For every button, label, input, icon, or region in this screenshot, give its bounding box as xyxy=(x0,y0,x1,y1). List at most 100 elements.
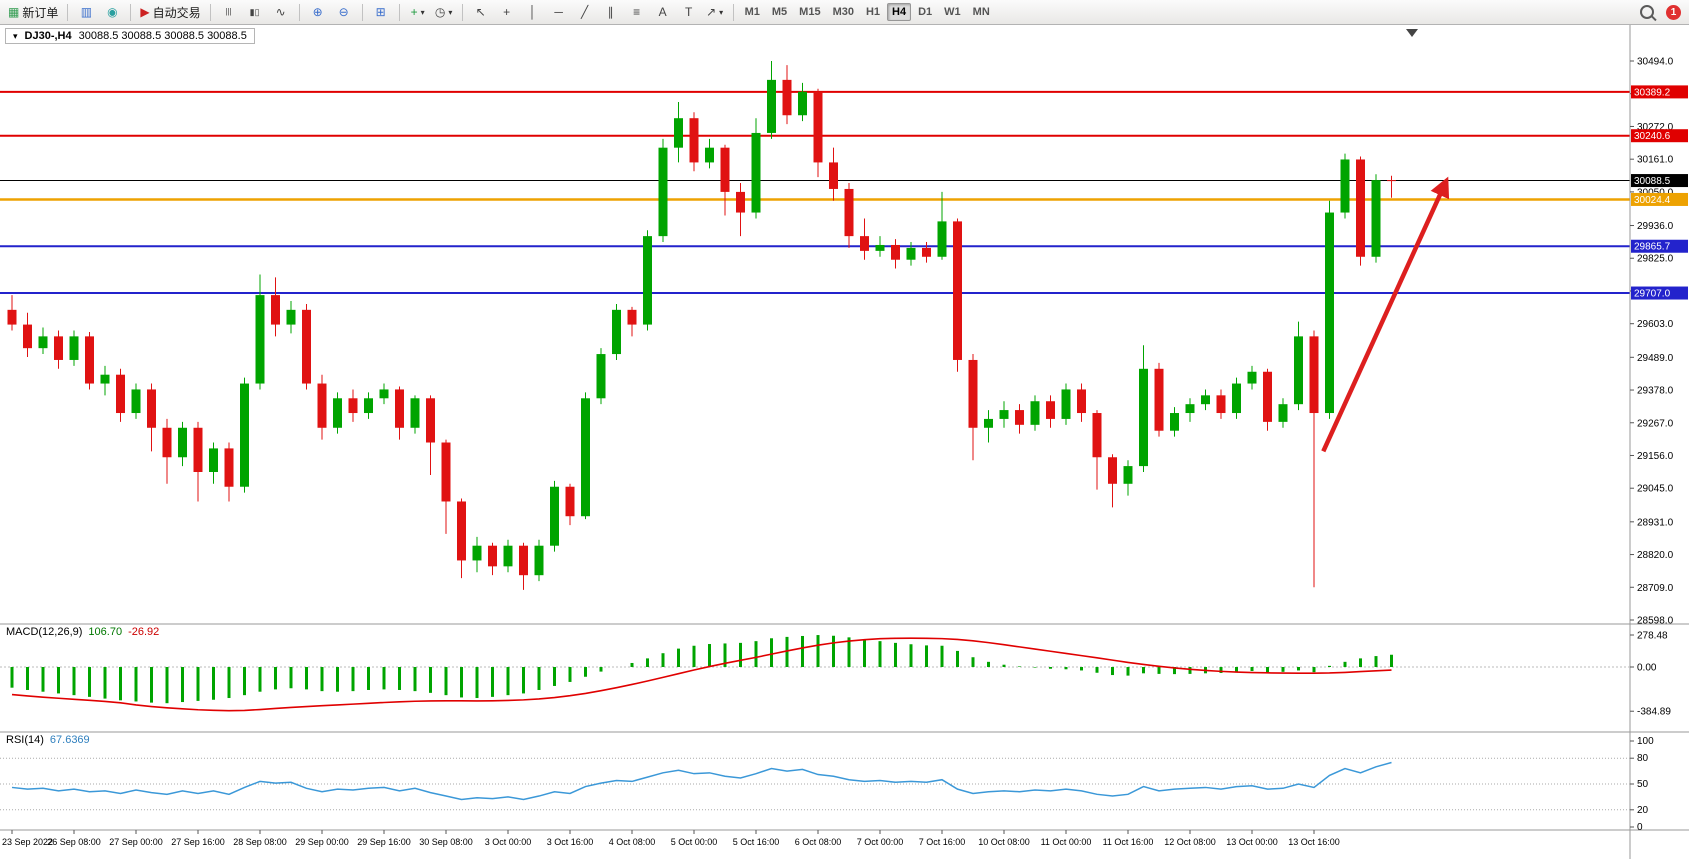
svg-text:5 Oct 16:00: 5 Oct 16:00 xyxy=(733,837,780,847)
indicators-button[interactable]: + ▾ xyxy=(406,2,430,22)
timeframe-button-h1[interactable]: H1 xyxy=(865,6,881,18)
toolbar-separator xyxy=(209,3,211,21)
svg-text:26 Sep 08:00: 26 Sep 08:00 xyxy=(47,837,101,847)
zoom-in-icon: ⊕ xyxy=(312,5,323,19)
svg-text:6 Oct 08:00: 6 Oct 08:00 xyxy=(795,837,842,847)
timeframe-button-m30[interactable]: M30 xyxy=(832,6,854,18)
svg-text:29489.0: 29489.0 xyxy=(1637,353,1674,364)
clock-icon: ◷ xyxy=(434,5,446,19)
text-tool-icon: A xyxy=(658,5,667,19)
svg-text:29825.0: 29825.0 xyxy=(1637,254,1674,265)
dropdown-caret-icon: ▾ xyxy=(719,7,724,17)
chart-title: ▾ DJ30-,H4 30088.5 30088.5 30088.5 30088… xyxy=(5,28,255,44)
trendline-button[interactable]: ╱ xyxy=(573,2,597,22)
channel-button[interactable]: ∥ xyxy=(599,2,623,22)
cursor-button[interactable]: ↖ xyxy=(469,2,493,22)
svg-text:100: 100 xyxy=(1637,736,1654,747)
toolbar-separator xyxy=(461,3,463,21)
svg-text:30050.0: 30050.0 xyxy=(1637,187,1674,198)
svg-text:29156.0: 29156.0 xyxy=(1637,451,1674,462)
indicators-icon: + xyxy=(410,5,418,19)
macd-main-value: 106.70 xyxy=(88,626,123,638)
svg-text:3 Oct 16:00: 3 Oct 16:00 xyxy=(547,837,594,847)
trend-arrow[interactable] xyxy=(1321,176,1450,453)
rsi-name: RSI(14) xyxy=(6,734,44,746)
label-tool-button[interactable]: T xyxy=(677,2,701,22)
fibonacci-button[interactable]: ≡ xyxy=(625,2,649,22)
horizontal-line-button[interactable]: ─ xyxy=(547,2,571,22)
svg-text:30024.4: 30024.4 xyxy=(1634,195,1671,206)
chart-window-icon: ▥ xyxy=(80,5,93,19)
svg-text:29936.0: 29936.0 xyxy=(1637,221,1674,232)
tile-windows-button[interactable]: ⊞ xyxy=(369,2,393,22)
svg-text:28709.0: 28709.0 xyxy=(1637,583,1674,594)
chart-shift-marker[interactable] xyxy=(1406,29,1418,37)
crosshair-button[interactable]: + xyxy=(495,2,519,22)
chart-dropdown-icon[interactable]: ▾ xyxy=(13,30,18,41)
svg-text:28820.0: 28820.0 xyxy=(1637,550,1674,561)
zoom-out-button[interactable]: ⊖ xyxy=(332,2,356,22)
timeframe-button-mn[interactable]: MN xyxy=(972,6,990,18)
svg-text:29267.0: 29267.0 xyxy=(1637,418,1674,429)
chart-ohlc: 30088.5 30088.5 30088.5 30088.5 xyxy=(78,30,247,42)
vertical-line-button[interactable]: │ xyxy=(521,2,545,22)
svg-text:27 Sep 16:00: 27 Sep 16:00 xyxy=(171,837,225,847)
crosshair-icon: + xyxy=(503,5,511,19)
periods-button[interactable]: ◷ ▾ xyxy=(432,2,456,22)
panel-separators xyxy=(0,25,1689,859)
new-order-button-label: 新订单 xyxy=(22,5,59,20)
search-icon[interactable] xyxy=(1640,5,1654,19)
timeframe-button-m1[interactable]: M1 xyxy=(744,6,760,18)
timeframe-button-w1[interactable]: W1 xyxy=(944,6,961,18)
fibonacci-icon: ≡ xyxy=(633,5,641,19)
toolbar-separator xyxy=(361,3,363,21)
svg-text:29 Sep 00:00: 29 Sep 00:00 xyxy=(295,837,349,847)
text-tool-button[interactable]: A xyxy=(651,2,675,22)
notification-badge[interactable]: 1 xyxy=(1666,4,1681,20)
svg-text:0.00: 0.00 xyxy=(1637,663,1657,674)
svg-text:30088.5: 30088.5 xyxy=(1634,176,1671,187)
svg-text:27 Sep 00:00: 27 Sep 00:00 xyxy=(109,837,163,847)
autotrading-button[interactable]: ▶ 自动交易 xyxy=(137,2,203,22)
svg-text:29045.0: 29045.0 xyxy=(1637,484,1674,495)
toolbar-separator xyxy=(130,3,132,21)
svg-text:0: 0 xyxy=(1637,822,1643,833)
new-order-icon: ▦ xyxy=(8,5,20,19)
rsi-indicator-label: RSI(14) 67.6369 xyxy=(6,734,90,746)
toolbar-right: 1 xyxy=(1640,0,1681,24)
toolbar-groups: ▦ 新订单 ▥ ◉ ▶ 自动交易 ||| ▮▯ ∿ ⊕ ⊖ ⊞ + ▾ ◷ ▾ ↖ + │ ─ ╱ ∥ ≡ A T ↗ ▾ M1 M5 M… xyxy=(4,2,996,22)
bars-chart-icon: ||| xyxy=(225,7,232,16)
vertical-line-icon: │ xyxy=(528,5,537,19)
timeframe-button-h4[interactable]: H4 xyxy=(887,3,912,21)
candlestick-chart-icon: ▮▯ xyxy=(249,6,260,17)
svg-text:28 Sep 08:00: 28 Sep 08:00 xyxy=(233,837,287,847)
chart-window-button[interactable]: ▥ xyxy=(74,2,98,22)
candles-series xyxy=(7,61,1396,590)
timeframe-button-m5[interactable]: M5 xyxy=(771,6,788,18)
new-order-button[interactable]: ▦ 新订单 xyxy=(5,2,61,22)
arrows-tool-icon: ↗ xyxy=(706,5,717,19)
candlestick-chart-button[interactable]: ▮▯ xyxy=(243,2,267,22)
dropdown-caret-icon: ▾ xyxy=(448,7,453,17)
toolbar-separator xyxy=(67,3,69,21)
svg-text:30494.0: 30494.0 xyxy=(1637,57,1674,68)
timeframe-button-d1[interactable]: D1 xyxy=(918,6,933,18)
bars-chart-button[interactable]: ||| xyxy=(217,2,241,22)
chart-canvas[interactable]: 30494.030383.030272.030161.030050.029936… xyxy=(0,25,1689,859)
toolbar-separator xyxy=(732,3,734,21)
svg-text:29378.0: 29378.0 xyxy=(1637,386,1674,397)
svg-text:11 Oct 16:00: 11 Oct 16:00 xyxy=(1103,837,1154,847)
svg-text:29603.0: 29603.0 xyxy=(1637,319,1674,330)
svg-text:23 Sep 2022: 23 Sep 2022 xyxy=(2,837,53,847)
profiles-icon: ◉ xyxy=(107,5,118,19)
arrows-tool-button[interactable]: ↗ ▾ xyxy=(703,2,727,22)
autotrading-icon: ▶ xyxy=(140,5,150,19)
svg-text:4 Oct 08:00: 4 Oct 08:00 xyxy=(609,837,656,847)
profiles-button[interactable]: ◉ xyxy=(100,2,124,22)
zoom-in-button[interactable]: ⊕ xyxy=(306,2,330,22)
line-chart-button[interactable]: ∿ xyxy=(269,2,293,22)
svg-text:50: 50 xyxy=(1637,779,1649,790)
autotrading-button-label: 自动交易 xyxy=(152,5,201,20)
timeframe-button-m15[interactable]: M15 xyxy=(799,6,821,18)
